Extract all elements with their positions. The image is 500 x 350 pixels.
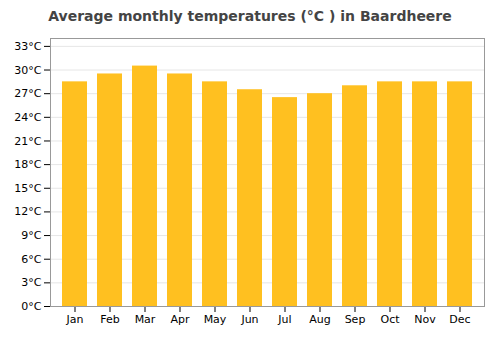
svg-text:24°C: 24°C: [14, 111, 41, 124]
svg-text:Jan: Jan: [66, 313, 84, 326]
svg-text:Aug: Aug: [309, 313, 330, 326]
svg-text:33°C: 33°C: [14, 40, 41, 53]
svg-text:Mar: Mar: [135, 313, 156, 326]
svg-text:Sep: Sep: [345, 313, 366, 326]
svg-text:Feb: Feb: [100, 313, 119, 326]
svg-text:Oct: Oct: [380, 313, 400, 326]
svg-text:0°C: 0°C: [21, 300, 41, 313]
svg-text:6°C: 6°C: [21, 253, 41, 266]
svg-text:May: May: [204, 313, 227, 326]
svg-text:27°C: 27°C: [14, 87, 41, 100]
svg-text:3°C: 3°C: [21, 276, 41, 289]
svg-text:12°C: 12°C: [14, 205, 41, 218]
svg-text:Apr: Apr: [170, 313, 190, 326]
svg-text:Jul: Jul: [277, 313, 291, 326]
svg-text:15°C: 15°C: [14, 182, 41, 195]
svg-text:Nov: Nov: [414, 313, 436, 326]
svg-text:18°C: 18°C: [14, 158, 41, 171]
svg-text:Jun: Jun: [240, 313, 258, 326]
svg-text:9°C: 9°C: [21, 229, 41, 242]
svg-text:30°C: 30°C: [14, 64, 41, 77]
svg-text:Dec: Dec: [449, 313, 470, 326]
svg-text:21°C: 21°C: [14, 134, 41, 147]
html-text:Average monthly temperatures (: Average monthly temperatures (°C ) in Ba…: [48, 8, 452, 24]
